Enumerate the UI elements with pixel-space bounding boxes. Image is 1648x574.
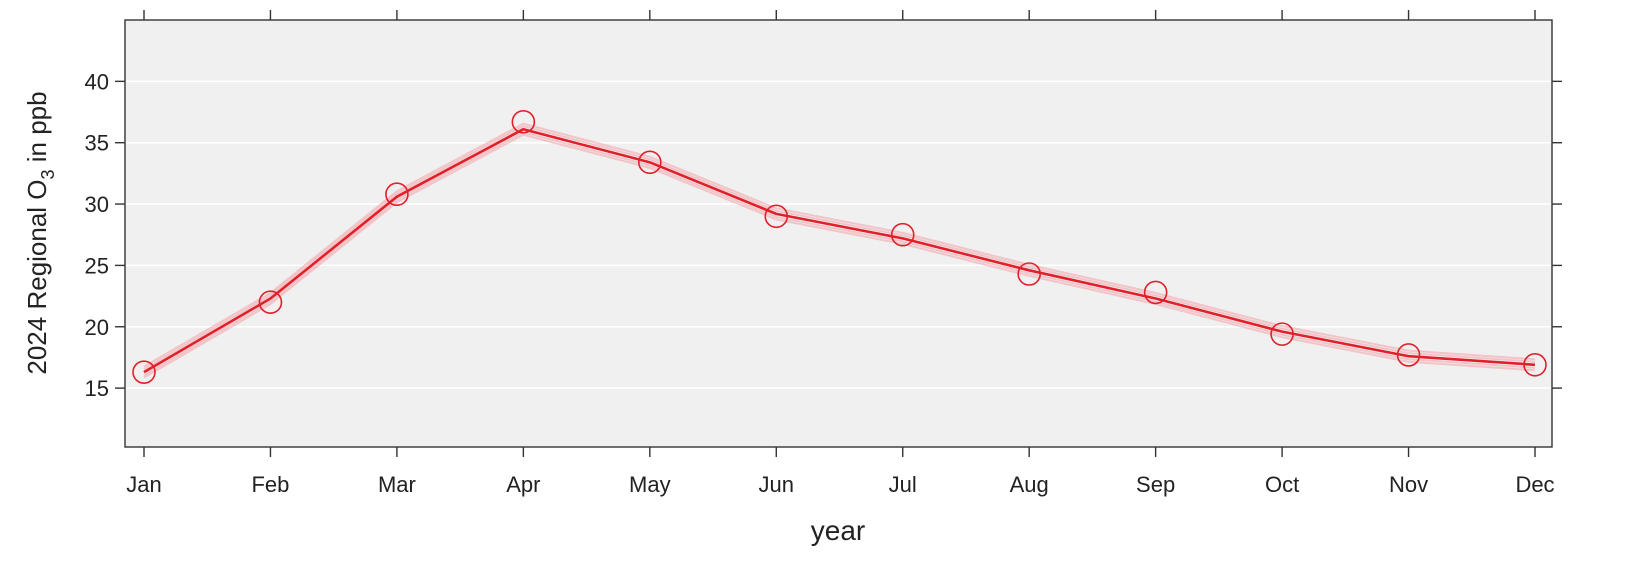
band-line [143, 133, 1536, 379]
x-tick-label: Feb [251, 472, 289, 497]
x-tick-label: Sep [1136, 472, 1175, 497]
x-tick-label: Apr [506, 472, 540, 497]
band-line [143, 122, 1536, 368]
y-tick-label: 25 [85, 253, 109, 278]
data-marker [638, 150, 662, 175]
x-tick-label: Jun [759, 472, 794, 497]
y-axis-title-tail: in ppb [22, 91, 52, 169]
series-line [143, 127, 1536, 374]
band-line [143, 125, 1536, 370]
data-marker [132, 360, 156, 384]
x-axis-title: year [811, 515, 865, 546]
y-tick-label: 30 [85, 192, 109, 217]
x-tick-label: Dec [1515, 472, 1554, 497]
data-marker [1270, 322, 1294, 346]
data-marker [1143, 280, 1168, 305]
x-tick-label: Nov [1389, 472, 1428, 497]
band-line [143, 131, 1536, 377]
x-tick-label: Jan [126, 472, 161, 497]
x-tick-label: Mar [378, 472, 416, 497]
uncertainty-band [143, 122, 1536, 379]
data-marker [1017, 262, 1041, 286]
data-marker [258, 290, 283, 315]
y-tick-label: 20 [85, 315, 109, 340]
grid-lines [125, 80, 1552, 389]
y-axis-title-sub: 3 [38, 169, 58, 179]
data-markers [132, 110, 1547, 384]
x-tick-label: Jul [889, 472, 917, 497]
data-marker [1396, 343, 1421, 367]
data-marker [385, 182, 409, 207]
plot-frame [124, 19, 1553, 448]
y-axis-title: 2024 Regional O3 in ppb [22, 91, 58, 374]
y-tick-label: 15 [85, 376, 109, 401]
data-marker [1523, 352, 1547, 377]
y-tick-label: 35 [85, 131, 109, 156]
data-marker [890, 222, 915, 247]
data-marker [764, 204, 789, 229]
x-axis: Jan Feb Mar Apr May Jun Jul Aug Sep Oct Nov Dec [126, 10, 1555, 497]
data-marker [511, 110, 536, 134]
x-tick-label: Oct [1265, 472, 1299, 497]
y-axis: 15 20 25 30 35 40 [85, 69, 1562, 401]
y-tick-label: 40 [85, 69, 109, 94]
plot-panel [125, 20, 1552, 447]
x-tick-label: May [629, 472, 671, 497]
x-tick-label: Aug [1010, 472, 1049, 497]
y-axis-title-main: 2024 Regional O [22, 179, 52, 374]
